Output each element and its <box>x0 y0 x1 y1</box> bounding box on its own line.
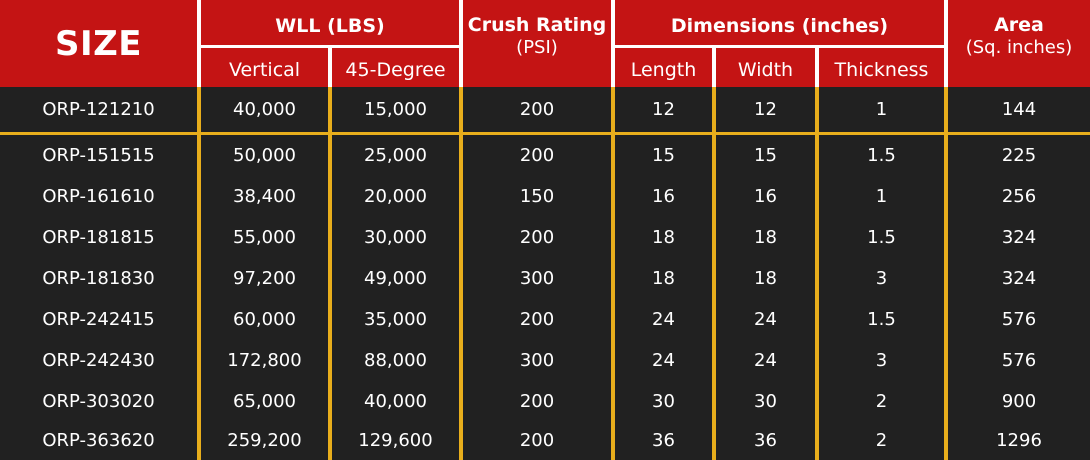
cell-area: 256 <box>948 176 1090 217</box>
cell-thickness: 3 <box>819 258 944 299</box>
cell-size: ORP-303020 <box>0 381 197 422</box>
cell-wll-vertical: 97,200 <box>201 258 328 299</box>
header-length: Length <box>615 48 712 87</box>
cell-size: ORP-181830 <box>0 258 197 299</box>
table-row: ORP-242415 60,000 35,000 200 24 24 1.5 5… <box>0 299 1090 340</box>
table-row: ORP-242430 172,800 88,000 300 24 24 3 57… <box>0 340 1090 381</box>
table-row: ORP-181815 55,000 30,000 200 18 18 1.5 3… <box>0 217 1090 258</box>
table-header: SIZE WLL (LBS) Vertical 45-Degree Crush … <box>0 0 1090 87</box>
table-body: ORP-121210 40,000 15,000 200 12 12 1 144… <box>0 87 1090 460</box>
cell-wll-45-degree: 129,600 <box>332 421 459 460</box>
header-width: Width <box>716 48 815 87</box>
table-row: ORP-303020 65,000 40,000 200 30 30 2 900 <box>0 381 1090 422</box>
cell-area: 900 <box>948 381 1090 422</box>
cell-wll-45-degree: 35,000 <box>332 299 459 340</box>
cell-size: ORP-151515 <box>0 135 197 176</box>
cell-size: ORP-242430 <box>0 340 197 381</box>
cell-wll-vertical: 172,800 <box>201 340 328 381</box>
header-thickness: Thickness <box>819 48 944 87</box>
header-wll-vertical: Vertical <box>201 48 328 87</box>
cell-area: 225 <box>948 135 1090 176</box>
table-row: ORP-363620 259,200 129,600 200 36 36 2 1… <box>0 421 1090 460</box>
cell-size: ORP-363620 <box>0 421 197 460</box>
header-crush-rating: Crush Rating (PSI) <box>463 0 611 87</box>
cell-width: 18 <box>716 217 815 258</box>
cell-length: 24 <box>615 299 712 340</box>
cell-length: 12 <box>615 87 712 132</box>
cell-wll-45-degree: 40,000 <box>332 381 459 422</box>
cell-wll-vertical: 259,200 <box>201 421 328 460</box>
cell-length: 16 <box>615 176 712 217</box>
cell-width: 24 <box>716 340 815 381</box>
table-row: ORP-161610 38,400 20,000 150 16 16 1 256 <box>0 176 1090 217</box>
cell-crush-rating: 300 <box>463 340 611 381</box>
table-row: ORP-181830 97,200 49,000 300 18 18 3 324 <box>0 258 1090 299</box>
header-wll-group: WLL (LBS) <box>201 0 459 45</box>
cell-length: 18 <box>615 258 712 299</box>
header-area-unit: (Sq. inches) <box>965 36 1073 58</box>
cell-crush-rating: 200 <box>463 421 611 460</box>
cell-crush-rating: 150 <box>463 176 611 217</box>
cell-thickness: 2 <box>819 421 944 460</box>
header-area-title: Area <box>994 14 1044 36</box>
cell-size: ORP-181815 <box>0 217 197 258</box>
header-size: SIZE <box>0 0 197 87</box>
cell-thickness: 2 <box>819 381 944 422</box>
cell-area: 576 <box>948 299 1090 340</box>
cell-thickness: 3 <box>819 340 944 381</box>
cell-crush-rating: 200 <box>463 217 611 258</box>
table-row: ORP-121210 40,000 15,000 200 12 12 1 144 <box>0 87 1090 132</box>
cell-length: 24 <box>615 340 712 381</box>
cell-wll-45-degree: 49,000 <box>332 258 459 299</box>
cell-area: 144 <box>948 87 1090 132</box>
cell-area: 324 <box>948 217 1090 258</box>
cell-width: 18 <box>716 258 815 299</box>
cell-thickness: 1.5 <box>819 217 944 258</box>
cell-length: 36 <box>615 421 712 460</box>
cell-crush-rating: 200 <box>463 299 611 340</box>
header-area: Area (Sq. inches) <box>948 0 1090 87</box>
cell-width: 36 <box>716 421 815 460</box>
header-crush-title: Crush Rating <box>467 14 607 36</box>
cell-area: 324 <box>948 258 1090 299</box>
cell-wll-45-degree: 30,000 <box>332 217 459 258</box>
cell-area: 1296 <box>948 421 1090 460</box>
cell-crush-rating: 300 <box>463 258 611 299</box>
cell-size: ORP-161610 <box>0 176 197 217</box>
cell-length: 15 <box>615 135 712 176</box>
cell-wll-vertical: 60,000 <box>201 299 328 340</box>
cell-wll-45-degree: 25,000 <box>332 135 459 176</box>
cell-crush-rating: 200 <box>463 381 611 422</box>
cell-thickness: 1 <box>819 176 944 217</box>
cell-wll-vertical: 65,000 <box>201 381 328 422</box>
cell-length: 18 <box>615 217 712 258</box>
cell-wll-45-degree: 88,000 <box>332 340 459 381</box>
cell-size: ORP-242415 <box>0 299 197 340</box>
cell-width: 16 <box>716 176 815 217</box>
cell-crush-rating: 200 <box>463 87 611 132</box>
cell-wll-vertical: 55,000 <box>201 217 328 258</box>
cell-thickness: 1 <box>819 87 944 132</box>
cell-size: ORP-121210 <box>0 87 197 132</box>
cell-thickness: 1.5 <box>819 135 944 176</box>
cell-width: 12 <box>716 87 815 132</box>
cell-wll-45-degree: 15,000 <box>332 87 459 132</box>
cell-wll-vertical: 50,000 <box>201 135 328 176</box>
header-wll-45-degree: 45-Degree <box>332 48 459 87</box>
header-crush-unit: (PSI) <box>516 36 558 58</box>
cell-wll-vertical: 40,000 <box>201 87 328 132</box>
cell-wll-45-degree: 20,000 <box>332 176 459 217</box>
cell-width: 24 <box>716 299 815 340</box>
cell-area: 576 <box>948 340 1090 381</box>
cell-width: 30 <box>716 381 815 422</box>
cell-length: 30 <box>615 381 712 422</box>
header-dimensions-group: Dimensions (inches) <box>615 0 944 45</box>
cell-width: 15 <box>716 135 815 176</box>
table-row: ORP-151515 50,000 25,000 200 15 15 1.5 2… <box>0 135 1090 176</box>
cell-crush-rating: 200 <box>463 135 611 176</box>
cell-wll-vertical: 38,400 <box>201 176 328 217</box>
cell-thickness: 1.5 <box>819 299 944 340</box>
